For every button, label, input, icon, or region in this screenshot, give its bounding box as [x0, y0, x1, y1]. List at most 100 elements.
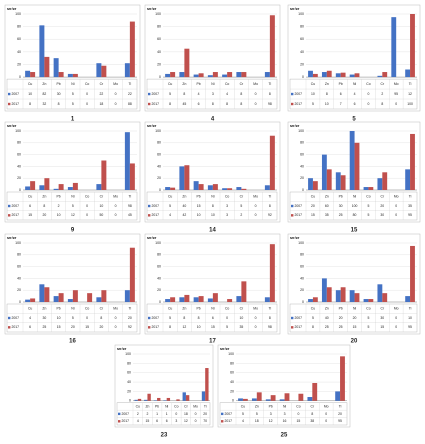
table-value: 35 [325, 213, 329, 217]
y-axis-label: мг/кг [7, 235, 17, 240]
legend-label: 2017 [152, 213, 160, 217]
table-value: 18 [255, 419, 259, 423]
bar [72, 182, 78, 190]
table-value: 10 [99, 204, 103, 208]
legend-label: 2017 [12, 102, 20, 106]
table-value: 3 [212, 92, 214, 96]
bar [284, 393, 290, 401]
bar [321, 278, 327, 302]
table-value: 30 [57, 92, 61, 96]
x-tick-label: Mo [193, 404, 198, 408]
y-tick-label: 80 [157, 141, 161, 145]
table-value: 0 [255, 204, 257, 208]
table-value: 8 [169, 325, 171, 329]
bar [340, 175, 346, 190]
table-value: 0 [86, 102, 88, 106]
x-tick-label: Co [85, 195, 89, 199]
y-tick-label: 20 [17, 288, 21, 292]
bar [58, 72, 64, 78]
legend-label: 2007 [295, 316, 303, 320]
x-tick-label: Mo [253, 82, 258, 86]
bar [193, 181, 199, 190]
bar [236, 296, 242, 302]
bar [410, 245, 415, 302]
table-value: 20 [99, 325, 103, 329]
x-tick-label: Cr [311, 404, 315, 408]
bar [39, 185, 45, 190]
y-tick-label: 60 [157, 153, 161, 157]
bar [207, 298, 213, 302]
table-value: 6 [156, 419, 158, 423]
x-tick-label: Ti [129, 82, 132, 86]
data-table [289, 303, 418, 333]
table-value: 0 [86, 92, 88, 96]
table-value: 8 [226, 102, 228, 106]
bar [72, 290, 78, 302]
y-tick-label: 0 [19, 300, 21, 304]
legend-swatch [148, 92, 151, 96]
x-tick-label: Zn [325, 307, 329, 311]
table-value: 95 [338, 419, 342, 423]
bar [96, 63, 102, 78]
bar [129, 247, 135, 302]
bar [185, 395, 190, 401]
table-value: 0 [395, 102, 397, 106]
y-tick-label: 100 [15, 129, 21, 133]
table-value: 5 [367, 325, 369, 329]
bar [170, 297, 176, 302]
x-tick-label: Cr [381, 195, 385, 199]
table-value: 8 [381, 102, 383, 106]
x-tick-label: Zn [42, 82, 46, 86]
table-value: 15 [28, 213, 32, 217]
x-tick-label: Cu [311, 195, 315, 199]
y-axis-label: мг/кг [147, 123, 157, 128]
bar [241, 281, 247, 302]
table-value: 6 [212, 316, 214, 320]
table-value: 80 [353, 213, 357, 217]
bar [179, 72, 185, 78]
table-value: 5 [169, 204, 171, 208]
table-value: 8 [183, 316, 185, 320]
x-tick-label: Pb [339, 307, 343, 311]
table-value: 4 [198, 92, 200, 96]
table-value: 20 [353, 316, 357, 320]
y-tick-label: 40 [157, 50, 161, 54]
legend-label: 2017 [122, 419, 130, 423]
bar [269, 244, 275, 302]
chart-title: 17 [209, 339, 216, 345]
bar [270, 395, 276, 401]
table-value: 15 [197, 204, 201, 208]
bar [405, 296, 411, 302]
table-value: 2 [240, 213, 242, 217]
bar [349, 74, 355, 78]
x-tick-label: Ti [269, 195, 272, 199]
table-value: 0 [255, 316, 257, 320]
table-value: 15 [297, 419, 301, 423]
chart-title: 9 [71, 228, 75, 234]
table-value: 0 [115, 325, 117, 329]
legend-label: 2007 [295, 204, 303, 208]
table-value: 0 [255, 92, 257, 96]
table-value: 42 [182, 213, 186, 217]
bar [53, 296, 59, 302]
x-tick-label: Mo [324, 404, 329, 408]
bar [321, 72, 327, 78]
y-tick-label: 100 [155, 129, 161, 133]
x-tick-label: Cu [168, 82, 172, 86]
bar [382, 72, 388, 78]
bar [264, 185, 270, 190]
bar [147, 393, 151, 401]
bar [242, 398, 248, 401]
chart-title: 5 [352, 117, 356, 123]
y-tick-label: 0 [232, 399, 234, 403]
x-tick-label: Mo [113, 307, 118, 311]
y-tick-label: 40 [17, 276, 21, 280]
y-tick-label: 80 [17, 25, 21, 29]
chart-title: 1 [71, 117, 75, 123]
table-value: 100 [352, 204, 358, 208]
chart-title: 20 [351, 339, 358, 345]
table-value: 0 [325, 419, 327, 423]
table-value: 0 [115, 92, 117, 96]
bar [165, 299, 171, 302]
chart-frame [287, 233, 421, 335]
